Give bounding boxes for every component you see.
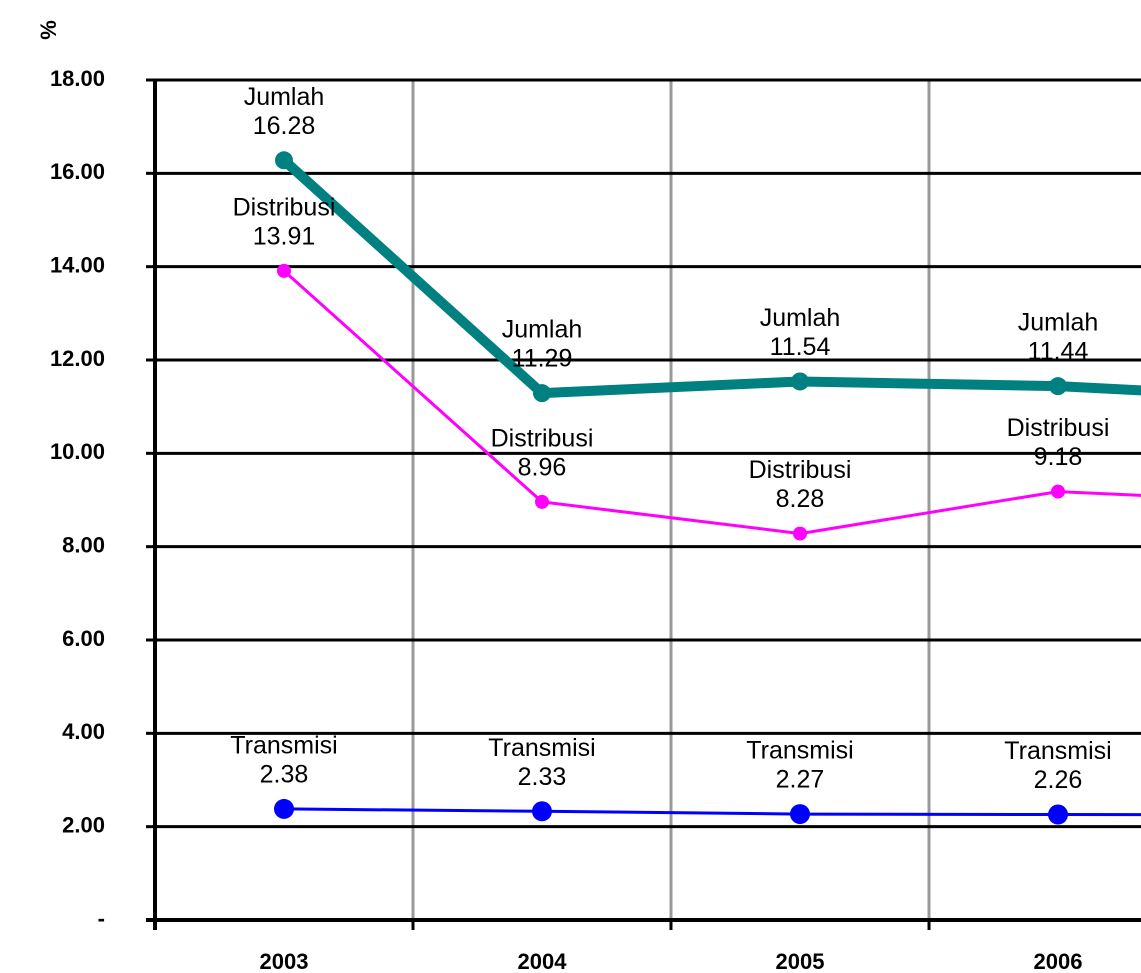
point xyxy=(275,151,293,170)
x-tick-label: 2006 xyxy=(1034,949,1083,973)
point xyxy=(532,801,552,822)
point xyxy=(791,372,809,391)
data-label: 2.26 xyxy=(1034,766,1083,794)
data-label-name: Transmisi xyxy=(1004,737,1111,765)
y-tick-label: 12.00 xyxy=(50,346,105,371)
data-label: 16.28 xyxy=(253,112,316,140)
data-label: 11.54 xyxy=(770,333,831,361)
data-label: 2.27 xyxy=(776,766,825,794)
point xyxy=(535,494,549,509)
data-label: 8.28 xyxy=(776,485,825,513)
point xyxy=(790,804,810,825)
data-label: 9.18 xyxy=(1034,443,1083,471)
y-tick-label: 6.00 xyxy=(62,626,105,651)
point xyxy=(277,263,291,278)
data-label-name: Jumlah xyxy=(502,316,583,344)
y-tick-label: 8.00 xyxy=(62,532,105,557)
y-tick-label: 14.00 xyxy=(50,252,105,277)
y-tick-label: - xyxy=(98,906,105,931)
data-label: 13.91 xyxy=(253,222,316,250)
data-label: 8.96 xyxy=(518,453,567,481)
data-label-name: Jumlah xyxy=(760,304,841,332)
x-tick-label: 2004 xyxy=(518,949,568,973)
data-label-name: Distribusi xyxy=(749,456,852,484)
point xyxy=(1048,804,1068,825)
data-label-name: Transmisi xyxy=(230,732,337,760)
point xyxy=(533,384,551,403)
y-axis-title: % xyxy=(36,20,61,40)
x-tick-label: 2003 xyxy=(260,949,309,973)
data-label-name: Distribusi xyxy=(233,193,336,221)
y-tick-label: 2.00 xyxy=(62,812,105,837)
y-tick-label: 16.00 xyxy=(50,159,105,184)
y-tick-label: 4.00 xyxy=(62,719,105,744)
data-label: 11.29 xyxy=(512,345,573,373)
point xyxy=(1051,484,1065,499)
x-tick-label: 2005 xyxy=(776,949,825,973)
data-label-name: Jumlah xyxy=(1018,309,1099,337)
data-label-name: Jumlah xyxy=(244,83,325,111)
y-tick-label: 18.00 xyxy=(50,66,105,91)
data-label: 2.38 xyxy=(260,761,309,789)
data-label-name: Distribusi xyxy=(1007,414,1110,442)
data-label: 11.44 xyxy=(1028,338,1089,366)
data-label-name: Transmisi xyxy=(488,734,595,762)
y-tick-label: 10.00 xyxy=(50,439,105,464)
data-label-name: Distribusi xyxy=(491,424,594,452)
data-label-name: Transmisi xyxy=(746,737,853,765)
point xyxy=(793,526,807,541)
point xyxy=(1049,377,1067,396)
point xyxy=(274,798,294,819)
data-label: 2.33 xyxy=(518,763,567,791)
